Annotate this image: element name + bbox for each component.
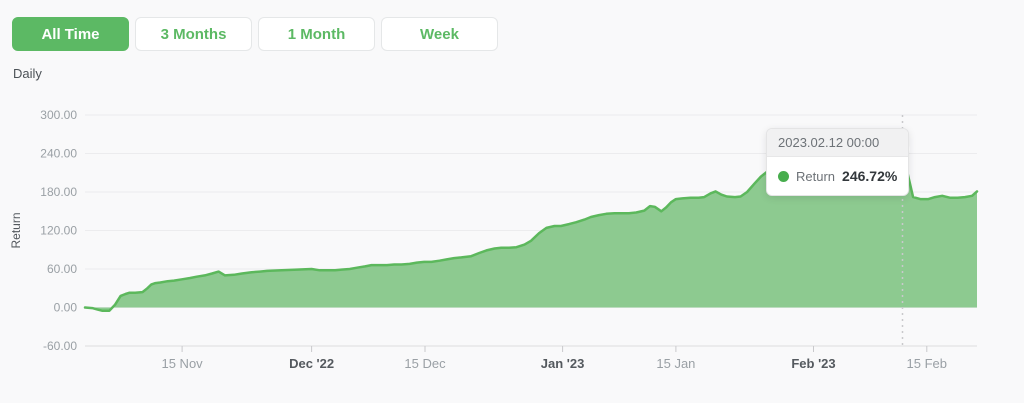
- return-series-dot-icon: [778, 170, 789, 182]
- y-tick-label: 120.00: [40, 224, 77, 238]
- y-axis-title: Return: [9, 212, 23, 248]
- y-tick-label: 0.00: [54, 301, 78, 315]
- x-tick-label: Dec '22: [289, 356, 334, 371]
- tooltip-body: Return 246.72%: [767, 157, 909, 195]
- time-range-button-3-months[interactable]: 3 Months: [135, 17, 252, 51]
- time-range-button-week[interactable]: Week: [381, 17, 498, 51]
- x-tick-label: 15 Jan: [656, 356, 695, 371]
- y-tick-label: 240.00: [40, 147, 77, 161]
- y-tick-label: -60.00: [43, 339, 77, 353]
- tooltip-series-label: Return: [796, 168, 836, 184]
- x-tick-label: 15 Feb: [907, 356, 947, 371]
- frequency-label: Daily: [13, 66, 42, 81]
- time-range-button-1-month[interactable]: 1 Month: [258, 17, 375, 51]
- x-tick-label: 15 Dec: [404, 356, 446, 371]
- tooltip-date: 2023.02.12 00:00: [767, 129, 909, 157]
- y-tick-label: 300.00: [40, 108, 77, 122]
- x-tick-label: Feb '23: [791, 356, 835, 371]
- chart-tooltip: 2023.02.12 00:00 Return 246.72%: [766, 128, 910, 196]
- x-tick-label: 15 Nov: [161, 356, 203, 371]
- time-range-button-all-time[interactable]: All Time: [12, 17, 129, 51]
- time-range-toolbar: All Time 3 Months 1 Month Week: [12, 17, 498, 51]
- x-tick-label: Jan '23: [541, 356, 585, 371]
- tooltip-value: 246.72%: [842, 168, 898, 184]
- y-tick-label: 60.00: [47, 262, 77, 276]
- y-tick-label: 180.00: [40, 185, 77, 199]
